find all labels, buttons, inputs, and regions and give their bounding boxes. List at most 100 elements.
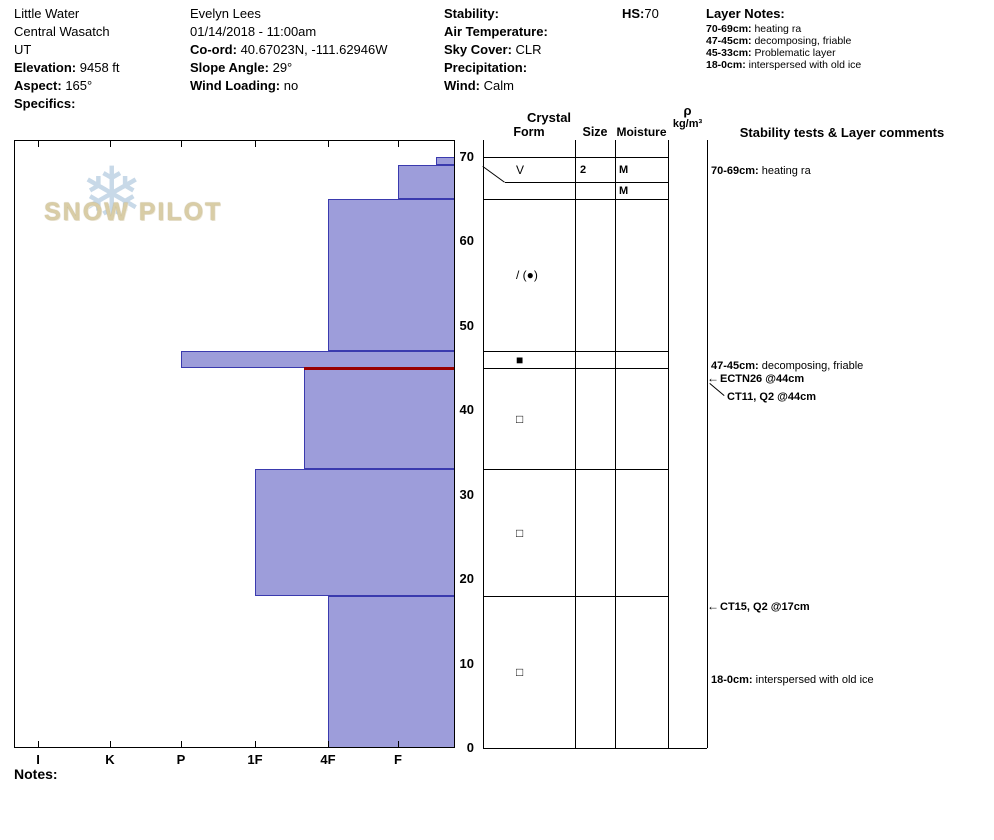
- layer-note-text: heating ra: [754, 23, 802, 35]
- snow-height: HS:70: [622, 5, 659, 23]
- precipitation-label: Precipitation:: [444, 60, 528, 75]
- grain-form-symbol: / (●): [516, 268, 538, 282]
- air-temperature: Air Temperature:: [444, 23, 548, 41]
- hardness-tick-label: 1F: [247, 752, 263, 767]
- depth-tick-label: 60: [459, 233, 474, 249]
- layer-comment-annotation: 47-45cm: decomposing, friable: [711, 359, 863, 373]
- wind: Wind: Calm: [444, 77, 548, 95]
- slope-angle-label: Slope Angle:: [190, 60, 269, 75]
- test-result-text: CT11, Q2 @44cm: [727, 390, 816, 403]
- site-name: Little Water: [14, 6, 80, 21]
- elevation-value: 9458 ft: [79, 60, 120, 75]
- air-temperature-label: Air Temperature:: [444, 24, 548, 39]
- grid-line-horizontal: [483, 199, 668, 200]
- layer-note-depth: 47-45cm:: [706, 35, 752, 47]
- grid-line-vertical: [575, 140, 576, 748]
- hardness-tick-label: P: [176, 752, 186, 767]
- layer-note-depth: 70-69cm:: [706, 23, 752, 35]
- grain-form-symbol: V: [516, 162, 525, 177]
- hardness-axis-tick: [110, 741, 111, 748]
- slope-angle-value: 29°: [272, 60, 293, 75]
- layer-depth-label: 70-69cm:: [711, 164, 762, 177]
- stability-label: Stability:: [444, 6, 499, 21]
- layer-note: 47-45cm: decomposing, friable: [706, 35, 861, 47]
- hardness-axis-tick: [398, 140, 399, 147]
- hardness-tick-label: I: [36, 752, 40, 767]
- layer-note-text: decomposing, friable: [754, 35, 852, 47]
- wind-value: Calm: [483, 78, 514, 93]
- sky-cover-value: CLR: [515, 42, 542, 57]
- layer-bar: [328, 596, 455, 748]
- hardness-axis-tick: [110, 140, 111, 147]
- stability-test-result: ←ECTN26 @44cm: [707, 371, 804, 386]
- observation-datetime: 01/14/2018 - 11:00am: [190, 24, 317, 39]
- layer-note-text: Problematic layer: [754, 47, 836, 59]
- grid-line-vertical: [483, 140, 484, 748]
- grid-line-vertical: [615, 140, 616, 748]
- layer-note-depth: 18-0cm:: [706, 59, 746, 71]
- grain-form-symbol: ■: [516, 352, 524, 367]
- grid-line-horizontal: [483, 368, 668, 369]
- test-result-text: ECTN26 @44cm: [720, 373, 805, 386]
- depth-tick-label: 40: [459, 402, 474, 418]
- site-range: Central Wasatch: [14, 24, 110, 39]
- precipitation: Precipitation:: [444, 59, 548, 77]
- layer-comment-text: interspersed with old ice: [755, 673, 874, 686]
- layer-notes-title: Layer Notes:: [706, 6, 785, 21]
- grain-form-symbol: □: [516, 525, 524, 540]
- layer-note-depth: 45-33cm:: [706, 47, 752, 59]
- grid-line-horizontal: [483, 351, 668, 352]
- crystal-header: Crystal: [526, 110, 572, 125]
- coord-value: 40.67023N, -111.62946W: [240, 42, 388, 57]
- wind-label: Wind:: [444, 78, 480, 93]
- layer-depth-label: 18-0cm:: [711, 673, 756, 686]
- layer-note: 70-69cm: heating ra: [706, 23, 861, 35]
- hardness-tick-label: 4F: [320, 752, 336, 767]
- elevation-label: Elevation:: [14, 60, 77, 75]
- wind-loading-label: Wind Loading:: [190, 78, 281, 93]
- hardness-axis-tick: [398, 741, 399, 748]
- layer-bar: [255, 469, 455, 597]
- layer-comment-annotation: 18-0cm: interspersed with old ice: [711, 673, 874, 687]
- size-header: Size: [582, 125, 608, 139]
- depth-tick-label: 20: [459, 571, 474, 587]
- density-symbol-header: ρ: [683, 103, 692, 118]
- coord-label: Co-ord:: [190, 42, 237, 57]
- test-result-text: CT15, Q2 @17cm: [720, 601, 810, 614]
- stability: Stability:: [444, 5, 548, 23]
- specifics-label: Specifics:: [14, 96, 76, 111]
- hardness-axis-tick: [255, 741, 256, 748]
- left-arrow-icon: ←: [707, 599, 719, 614]
- row-expand-connector: [482, 166, 505, 183]
- site-elevation: Elevation: 9458 ft: [14, 59, 120, 77]
- hardness-axis-tick: [255, 140, 256, 147]
- notes-label: Notes:: [14, 766, 58, 782]
- layer-comment-annotation: 70-69cm: heating ra: [711, 164, 811, 178]
- grain-form-symbol: □: [516, 665, 524, 679]
- moisture-header: Moisture: [616, 125, 667, 139]
- header-conditions-column: Stability: Air Temperature: Sky Cover: C…: [444, 5, 548, 95]
- site-specifics: Specifics:: [14, 95, 120, 113]
- layer-note: 45-33cm: Problematic layer: [706, 47, 861, 59]
- snowflake-icon: ❄: [80, 153, 144, 238]
- moisture-value: M: [619, 163, 629, 176]
- grain-size-value: 2: [580, 163, 587, 176]
- hardness-axis-tick: [38, 140, 39, 147]
- grid-line-horizontal: [483, 469, 668, 470]
- grain-form-symbol: □: [516, 411, 524, 426]
- hardness-axis-tick: [328, 741, 329, 748]
- header-layer-notes-column: Layer Notes: 70-69cm: heating ra 47-45cm…: [706, 5, 861, 71]
- moisture-value: M: [619, 184, 629, 197]
- hardness-tick-label: F: [394, 752, 402, 767]
- layer-note-text: interspersed with old ice: [748, 59, 862, 71]
- density-units-header: kg/m³: [672, 118, 703, 130]
- grid-line-horizontal: [483, 748, 707, 749]
- grid-line-horizontal: [483, 157, 668, 158]
- layer-bar: [328, 199, 455, 352]
- hardness-axis-tick: [181, 140, 182, 147]
- layer-note: 18-0cm: interspersed with old ice: [706, 59, 861, 71]
- depth-tick-label: 70: [459, 149, 474, 164]
- header-observer-column: Evelyn Lees 01/14/2018 - 11:00am Co-ord:…: [190, 5, 388, 95]
- site-aspect: Aspect: 165°: [14, 77, 120, 95]
